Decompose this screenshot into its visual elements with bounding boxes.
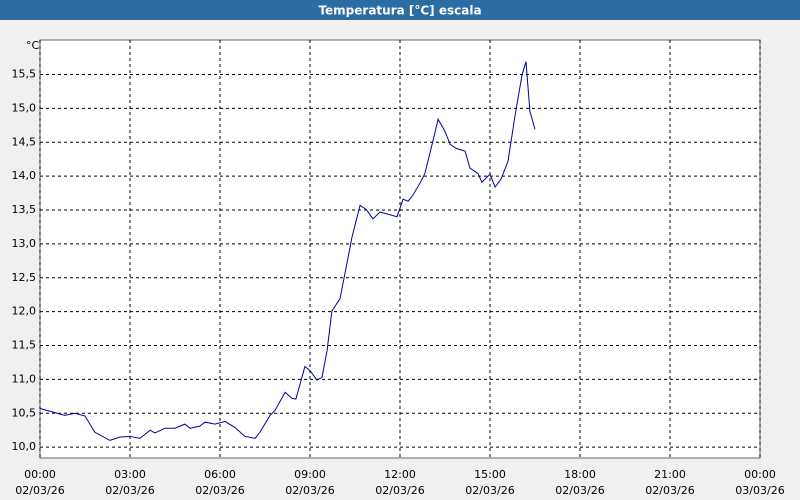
y-tick-label: 10,5 bbox=[12, 406, 37, 419]
data-line bbox=[39, 61, 536, 441]
x-tick-label: 18:00 bbox=[564, 468, 596, 481]
y-tick-label: 14,0 bbox=[12, 169, 37, 182]
x-tick-date: 02/03/26 bbox=[15, 484, 64, 497]
x-tick-date: 02/03/26 bbox=[105, 484, 154, 497]
x-tick-label: 21:00 bbox=[654, 468, 686, 481]
x-tick-date: 03/03/26 bbox=[735, 484, 784, 497]
y-unit: °C bbox=[26, 39, 40, 52]
x-tick-label: 09:00 bbox=[294, 468, 326, 481]
y-tick-label: 14,5 bbox=[12, 135, 37, 148]
x-tick-label: 00:00 bbox=[744, 468, 776, 481]
y-tick-label: 13,0 bbox=[12, 237, 37, 250]
x-tick-date: 02/03/26 bbox=[285, 484, 334, 497]
y-tick-label: 15,5 bbox=[12, 68, 37, 81]
y-tick-label: 13,5 bbox=[12, 203, 37, 216]
y-tick-label: 12,0 bbox=[12, 305, 37, 318]
chart-title: Temperatura [°C] escala bbox=[318, 4, 481, 18]
x-tick-label: 06:00 bbox=[204, 468, 236, 481]
y-tick-label: 15,0 bbox=[12, 101, 37, 114]
x-tick-label: 03:00 bbox=[114, 468, 146, 481]
title-bar bbox=[0, 0, 800, 20]
y-tick-label: 10,0 bbox=[12, 440, 37, 453]
y-tick-label: 11,0 bbox=[12, 372, 37, 385]
x-tick-label: 15:00 bbox=[474, 468, 506, 481]
x-tick-date: 02/03/26 bbox=[555, 484, 604, 497]
x-tick-date: 02/03/26 bbox=[195, 484, 244, 497]
x-tick-label: 12:00 bbox=[384, 468, 416, 481]
x-tick-date: 02/03/26 bbox=[465, 484, 514, 497]
y-tick-label: 12,5 bbox=[12, 271, 37, 284]
x-tick-date: 02/03/26 bbox=[375, 484, 424, 497]
x-tick-label: 00:00 bbox=[24, 468, 56, 481]
x-tick-date: 02/03/26 bbox=[645, 484, 694, 497]
y-tick-label: 11,5 bbox=[12, 339, 37, 352]
